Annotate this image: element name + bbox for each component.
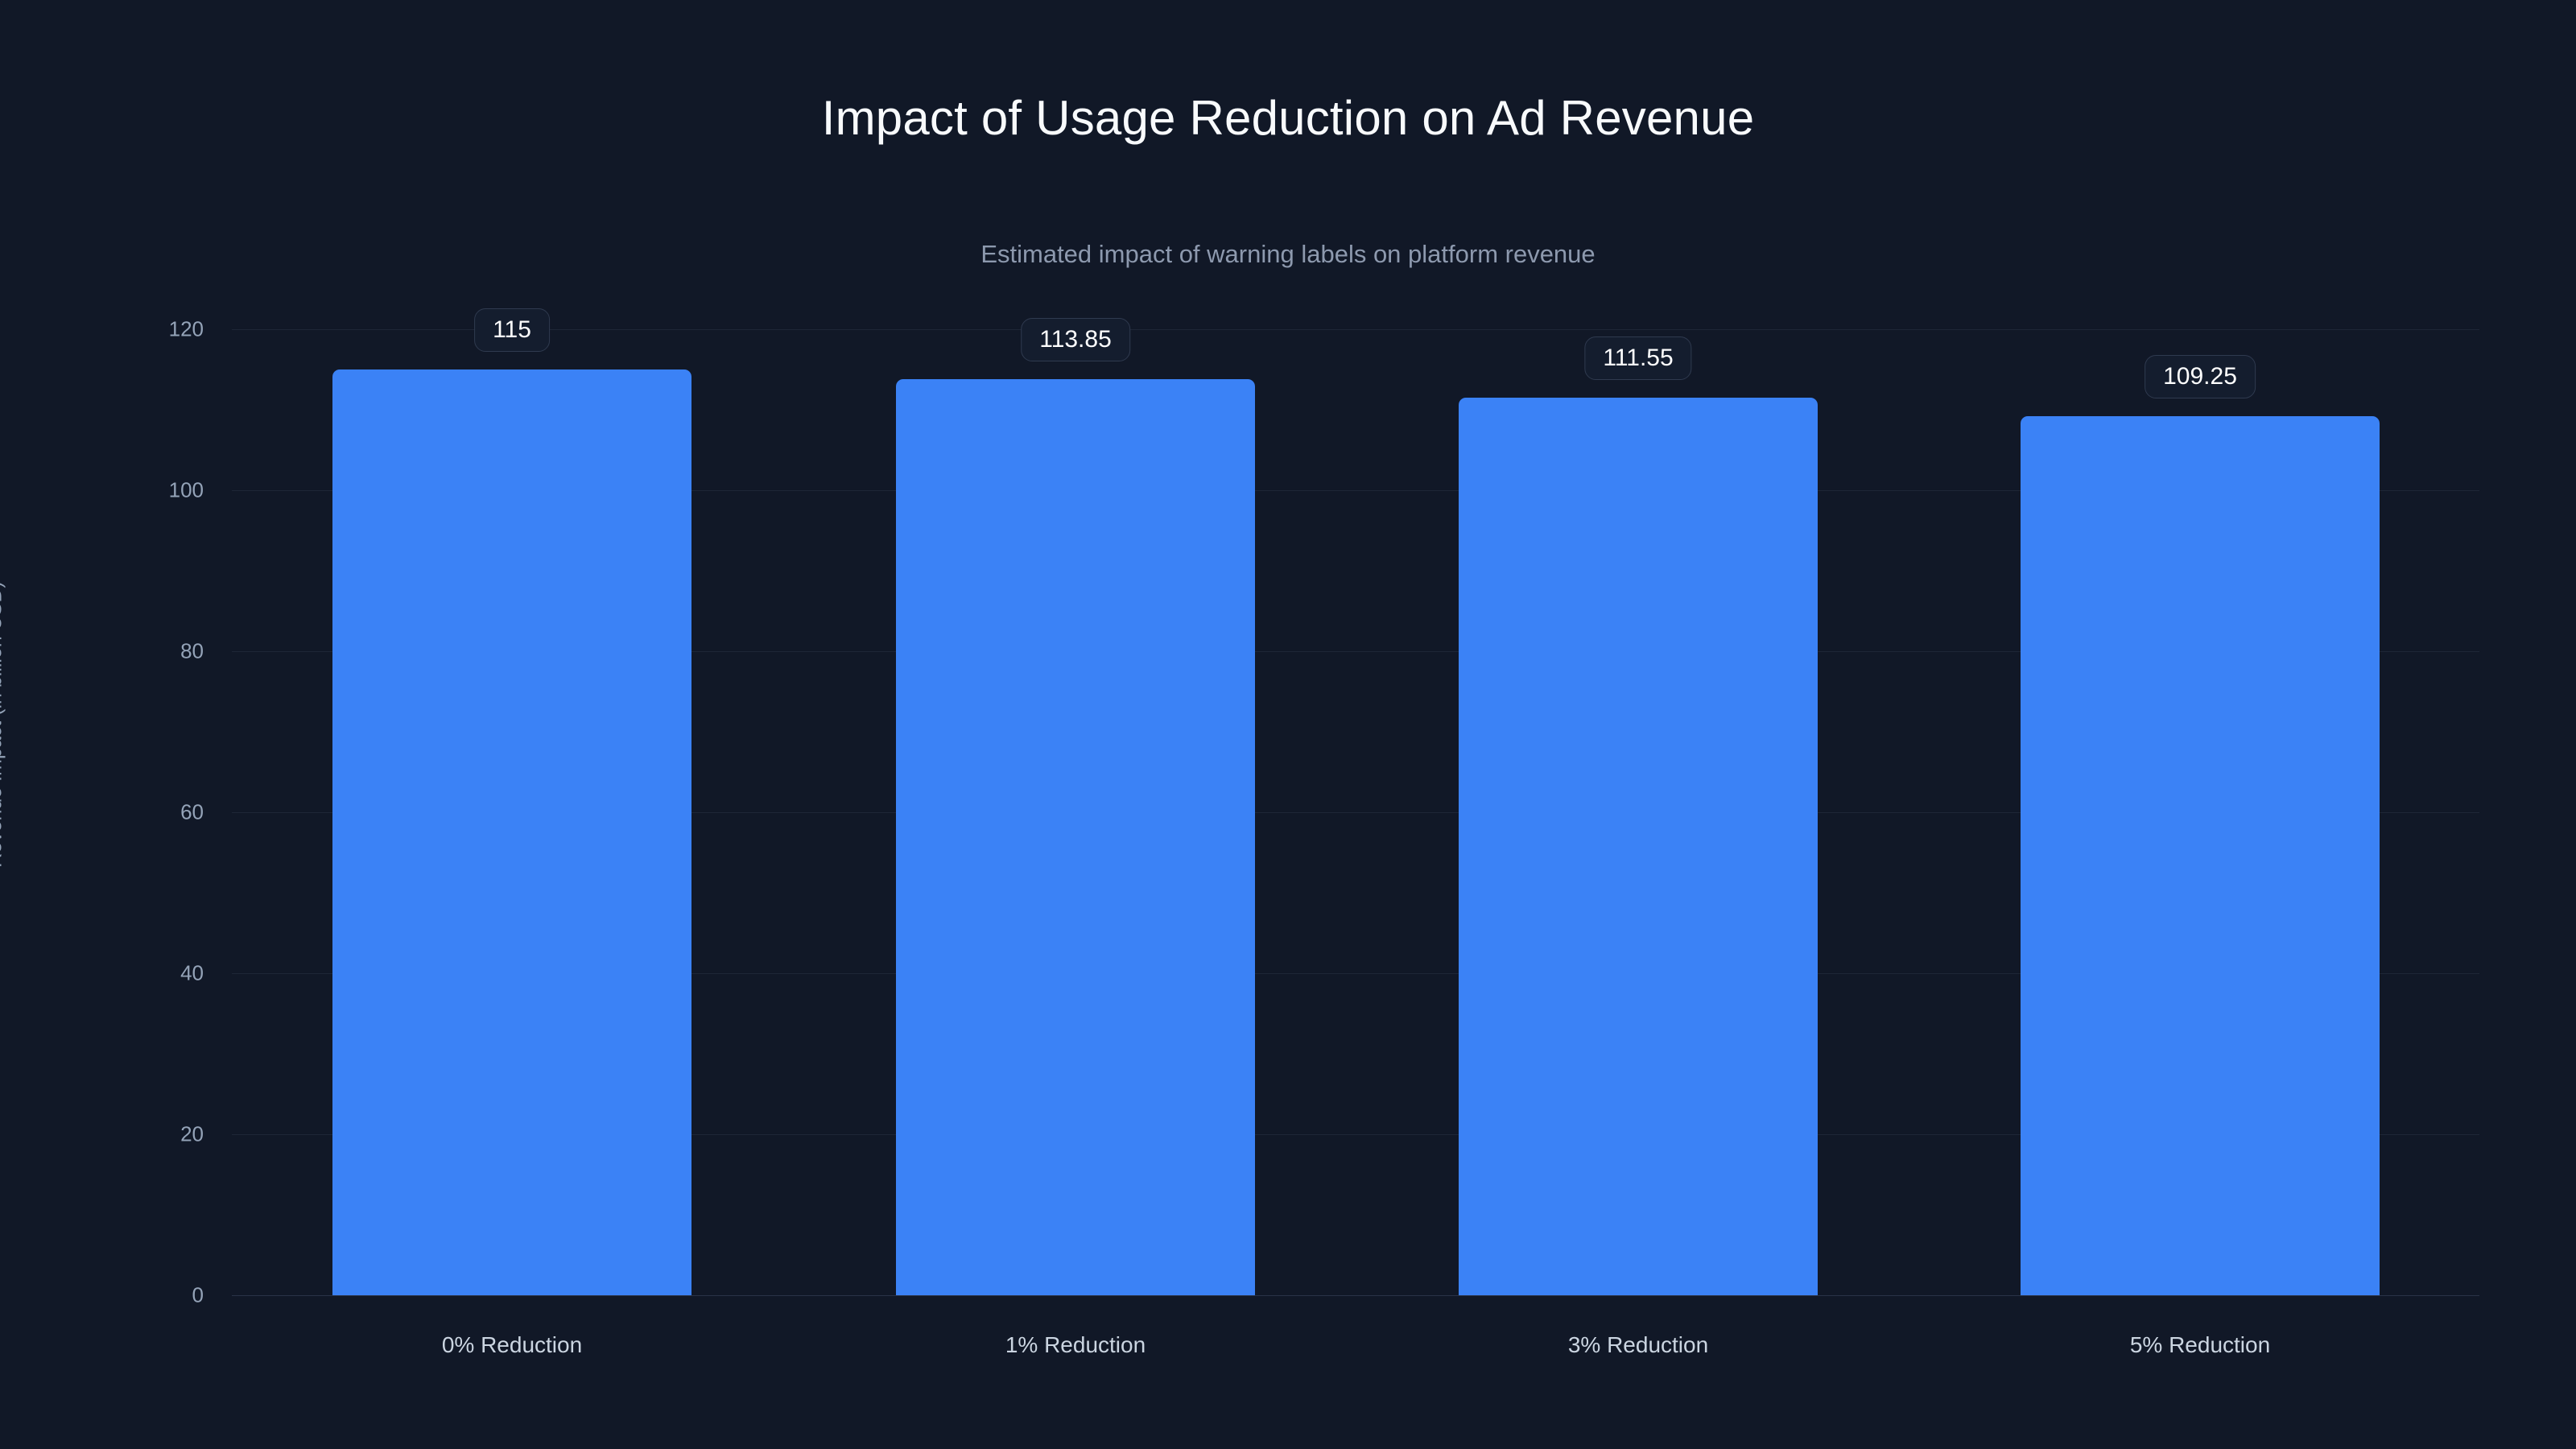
x-axis-tick-label: 3% Reduction [1567,1332,1709,1357]
chart-title: Impact of Usage Reduction on Ad Revenue [821,91,1755,145]
gridline [232,329,2479,330]
y-axis-title: Revenue Impact (in billion USD) [0,581,6,868]
y-axis-tick-label: 60 [180,799,204,824]
y-axis-tick-label: 80 [180,638,204,663]
bar-value-label: 115 [474,308,550,352]
x-axis-tick-label: 0% Reduction [441,1332,583,1357]
bar-value-label: 113.85 [1021,317,1130,361]
y-axis-tick-label: 120 [168,316,204,341]
bar[interactable] [332,369,691,1295]
y-axis-tick-label: 40 [180,960,204,985]
y-axis-tick-label: 100 [168,477,204,502]
y-axis-tick-label: 0 [192,1282,204,1307]
bar-value-label: 109.25 [2145,354,2256,398]
gridline [232,812,2479,813]
gridline [232,1134,2479,1135]
gridline [232,651,2479,652]
chart-subtitle: Estimated impact of warning labels on pl… [980,240,1596,268]
bar[interactable] [1459,397,1818,1295]
plot-area [232,329,2479,1296]
x-axis-tick-label: 5% Reduction [2129,1332,2271,1357]
bar-value-label: 111.55 [1584,336,1692,380]
axis-baseline [232,1295,2479,1296]
x-axis-tick-label: 1% Reduction [1005,1332,1146,1357]
gridline [232,973,2479,974]
bar[interactable] [896,378,1255,1295]
bar[interactable] [2021,415,2380,1295]
gridline [232,490,2479,491]
y-axis-tick-label: 20 [180,1121,204,1146]
